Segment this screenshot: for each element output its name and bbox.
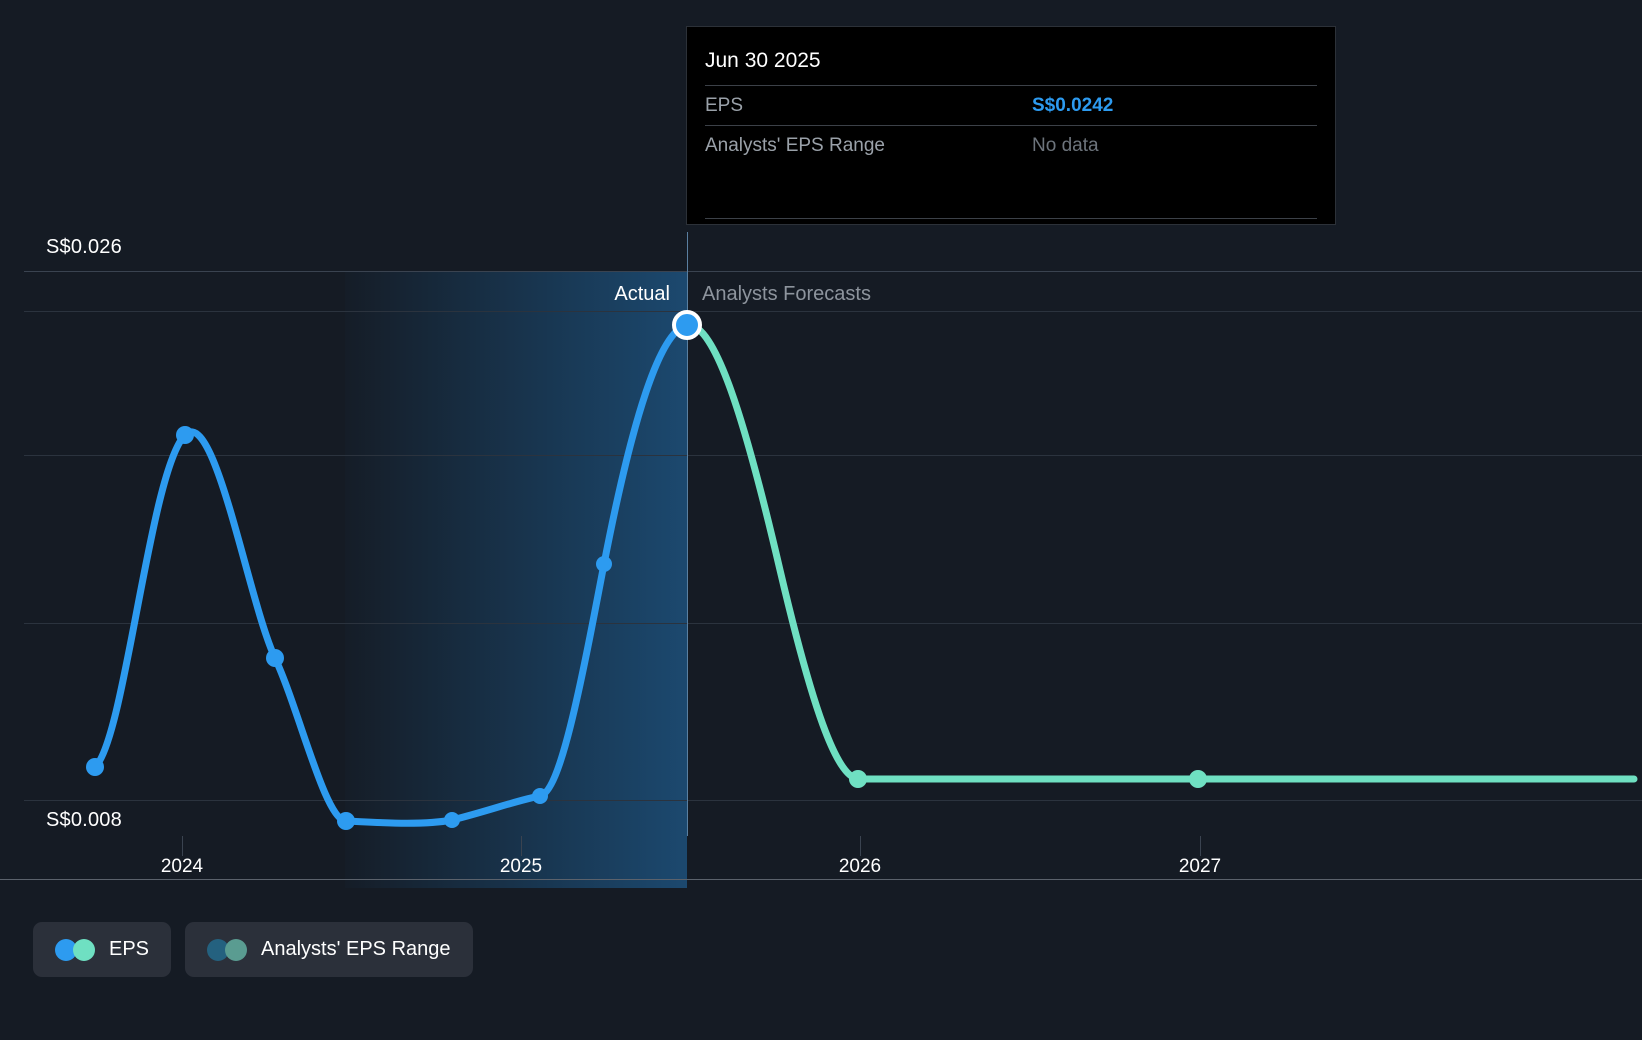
xtick-2025 bbox=[521, 836, 522, 856]
legend-swatch-analysts-eps-range-icon bbox=[207, 938, 248, 961]
x-axis-label-2026: 2026 bbox=[838, 856, 882, 877]
x-axis-label-2027: 2027 bbox=[1178, 856, 1222, 877]
xtick-2027 bbox=[1200, 836, 1201, 856]
data-point-actual[interactable] bbox=[337, 812, 355, 830]
data-point-actual[interactable] bbox=[532, 788, 548, 804]
series-canvas bbox=[86, 310, 1638, 830]
gridline-bottom bbox=[24, 800, 1642, 801]
legend-item-eps[interactable]: EPS bbox=[33, 922, 172, 977]
tooltip-value-eps-range: No data bbox=[1032, 135, 1099, 156]
legend-label-analysts-eps-range: Analysts' EPS Range bbox=[261, 938, 451, 960]
data-point-actual[interactable] bbox=[266, 649, 284, 667]
x-axis-label-2025: 2025 bbox=[499, 856, 543, 877]
data-point-actual[interactable] bbox=[596, 556, 612, 572]
data-point-actual[interactable] bbox=[176, 426, 194, 444]
data-point-forecast[interactable] bbox=[849, 770, 867, 788]
highlighted-data-point[interactable] bbox=[672, 310, 702, 340]
tooltip-footer-rule bbox=[705, 218, 1317, 219]
legend-swatch-eps-icon bbox=[55, 938, 95, 961]
region-label-forecast: Analysts Forecasts bbox=[702, 283, 871, 305]
x-axis-baseline bbox=[0, 879, 1642, 880]
x-axis-label-2024: 2024 bbox=[160, 856, 204, 877]
tooltip-row-eps: EPS S$0.0242 bbox=[705, 85, 1317, 125]
tooltip-spacer bbox=[705, 165, 1317, 218]
tooltip-key-eps-range: Analysts' EPS Range bbox=[705, 135, 885, 156]
y-axis-min-label: S$0.008 bbox=[46, 809, 122, 831]
gridline-top bbox=[24, 271, 1642, 272]
gridline-3 bbox=[24, 455, 1642, 456]
data-point-actual[interactable] bbox=[86, 758, 104, 776]
gridline-4 bbox=[24, 623, 1642, 624]
chart-legend: EPS Analysts' EPS Range bbox=[33, 922, 473, 977]
gridline-2 bbox=[24, 311, 1642, 312]
chart-tooltip: Jun 30 2025 EPS S$0.0242 Analysts' EPS R… bbox=[686, 26, 1336, 225]
tooltip-row-eps-range: Analysts' EPS Range No data bbox=[705, 125, 1317, 165]
region-label-actual: Actual bbox=[614, 283, 670, 305]
y-axis-max-label: S$0.026 bbox=[46, 236, 122, 258]
tooltip-title: Jun 30 2025 bbox=[705, 49, 821, 72]
data-point-actual[interactable] bbox=[444, 812, 460, 828]
tooltip-value-eps: S$0.0242 bbox=[1032, 95, 1114, 116]
legend-item-analysts-eps-range[interactable]: Analysts' EPS Range bbox=[185, 922, 473, 977]
legend-label-eps: EPS bbox=[109, 938, 150, 960]
actual-forecast-divider bbox=[687, 232, 688, 836]
xtick-2026 bbox=[860, 836, 861, 856]
xtick-2024 bbox=[182, 836, 183, 856]
data-point-forecast[interactable] bbox=[1189, 770, 1207, 788]
tooltip-key-eps: EPS bbox=[705, 95, 744, 116]
eps-actual-line bbox=[91, 321, 691, 827]
eps-forecast-line bbox=[683, 321, 1638, 783]
